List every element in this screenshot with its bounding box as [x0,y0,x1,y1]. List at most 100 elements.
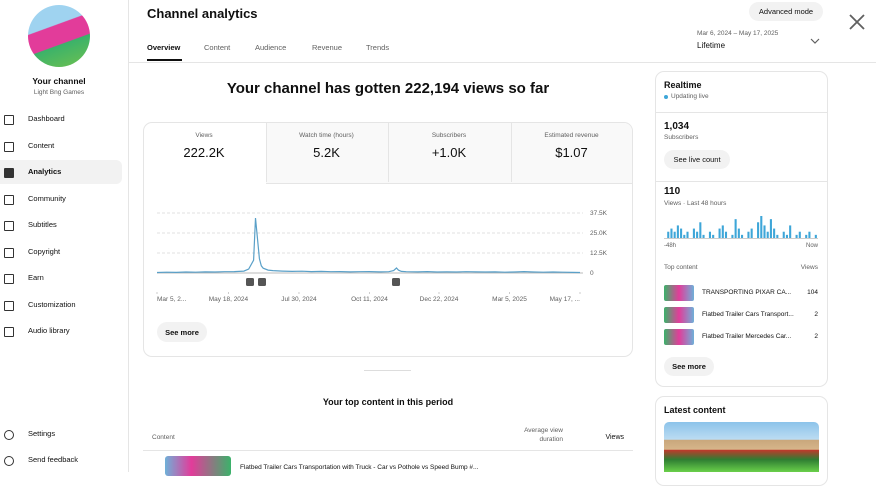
y-tick-label: 37.5K [590,210,608,217]
metric-label: Subscribers [431,132,467,139]
realtime-bar [776,234,779,238]
realtime-card [655,71,828,387]
nav-icon [4,327,14,337]
realtime-bar [667,231,670,238]
realtime-status: Updating live [671,93,709,100]
realtime-bar [763,225,766,238]
nav-item[interactable]: Earn [28,273,44,282]
table-border [143,450,633,451]
advanced-mode-button[interactable]: Advanced mode [749,2,823,21]
realtime-bar [789,225,792,238]
nav-highlight [0,160,122,184]
top-item-title[interactable]: Flatbed Trailer Mercedes Car... [702,333,792,340]
avatar[interactable] [28,5,90,67]
top-item-views: 2 [814,311,818,318]
col-views: Views [605,434,624,441]
metric-divider [510,123,512,182]
realtime-bar [757,222,760,238]
channel-name: Light Bng Games [33,89,85,96]
metric-label: Watch time (hours) [299,132,354,139]
realtime-bar [798,231,801,238]
nav-item[interactable]: Audio library [28,326,70,335]
nav-item[interactable]: Community [28,194,66,203]
realtime-bar [702,234,705,238]
x-tick-label: Dec 22, 2024 [420,296,459,303]
nav-item[interactable]: Subtitles [28,220,57,229]
nav-icon [4,115,14,125]
header-title: Channel analytics [147,6,258,21]
top-thumbnail[interactable] [664,307,694,323]
nav-icon [4,221,14,231]
realtime-bar [760,216,763,238]
x-tick-label: Mar 5, 2025 [492,296,527,303]
divider [656,181,827,182]
nav-item[interactable]: Settings [28,429,56,438]
tab[interactable]: Content [204,43,231,52]
tab[interactable]: Revenue [312,43,343,52]
metrics-card [143,122,633,357]
realtime-bar [683,234,686,238]
tab[interactable]: Audience [255,43,287,52]
metric-value[interactable]: $1.07 [555,145,588,160]
realtime-bar [737,228,740,238]
date-range[interactable]: Mar 6, 2024 – May 17, 2025 [697,30,779,37]
top-thumbnail[interactable] [664,329,694,345]
realtime-bar [747,231,750,238]
see-more-button[interactable]: See more [157,322,207,342]
nav-icon [4,168,14,178]
top-item-title[interactable]: Flatbed Trailer Cars Transport... [702,311,794,318]
chevron[interactable] [809,37,821,45]
latest-thumbnail[interactable] [664,422,819,472]
y-tick-label: 25.0K [590,230,608,237]
realtime-bar [808,231,811,238]
nav-item[interactable]: Analytics [28,167,62,176]
realtime-bar [785,234,789,238]
subscribers-label: Subscribers [664,134,699,141]
latest-title: Latest content [664,405,726,415]
close-button[interactable] [848,13,866,31]
channel-title: Your channel [32,76,86,86]
realtime-see-more[interactable]: See more [664,357,714,376]
realtime-bar [686,231,689,238]
live-count-button[interactable]: See live count [664,150,730,169]
top-thumbnail[interactable] [664,285,694,301]
nav-item[interactable]: Content [28,141,55,150]
nav-item[interactable]: Copyright [28,247,61,256]
nav-item[interactable]: Send feedback [28,455,79,464]
realtime-bar [708,231,712,238]
tab-underline [147,59,182,61]
views-label: Views · Last 48 hours [664,200,727,207]
top-item-title[interactable]: TRANSPORTING PIXAR CA... [702,289,792,296]
video-marker [258,278,266,286]
realtime-bar [773,228,776,238]
tab[interactable]: Overview [147,43,181,52]
x-tick-label: Mar 5, 2... [157,296,186,303]
nav-item[interactable]: Dashboard [28,114,65,123]
tab[interactable]: Trends [366,43,390,52]
top-views-header: Views [800,264,818,271]
views-count: 110 [664,186,681,197]
x-tick-label: Jul 30, 2024 [281,296,317,303]
nav-item[interactable]: Customization [28,300,76,309]
headline: Your channel has gotten 222,194 views so… [226,80,550,97]
realtime-bar [731,234,734,238]
sidebar: Your channel Light Bng Games [0,0,129,472]
video-marker [392,278,400,286]
realtime-bar [769,219,772,238]
period[interactable]: Lifetime [697,41,726,50]
header-border [129,62,876,63]
metric-value[interactable]: +1.0K [431,145,467,160]
metric-value[interactable]: 5.2K [313,145,340,160]
live-dot [664,95,668,99]
row-thumbnail[interactable] [165,456,231,476]
realtime-bar [741,234,744,238]
row-title[interactable]: Flatbed Trailer Cars Transportation with… [240,464,479,471]
col-content: Content [152,434,175,441]
realtime-bar [782,231,785,238]
top-title: Top content [664,264,698,271]
metric-value[interactable]: 222.2K [183,145,225,160]
realtime-bar [721,225,724,238]
realtime-bar [673,231,676,238]
col-duration: Average view duration [524,427,563,443]
